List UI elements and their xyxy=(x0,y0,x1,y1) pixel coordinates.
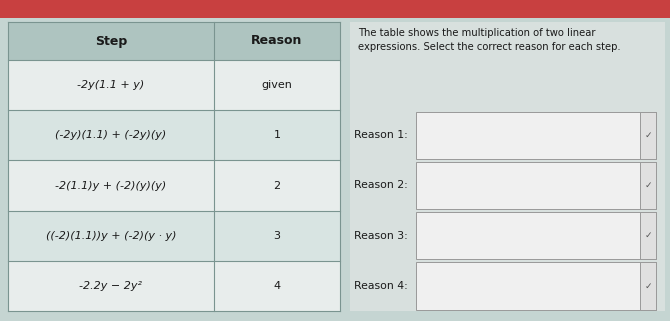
Bar xyxy=(214,60,340,110)
Bar xyxy=(214,160,340,211)
Bar xyxy=(640,112,656,159)
Bar xyxy=(214,110,340,160)
Text: (-2y)(1.1) + (-2y)(y): (-2y)(1.1) + (-2y)(y) xyxy=(56,130,167,140)
Bar xyxy=(416,262,656,309)
Text: -2(1.1)y + (-2)(y)(y): -2(1.1)y + (-2)(y)(y) xyxy=(56,180,167,190)
Bar xyxy=(416,212,656,259)
Text: Reason 2:: Reason 2: xyxy=(354,180,408,190)
Text: ✓: ✓ xyxy=(645,131,652,140)
Text: 2: 2 xyxy=(273,180,281,190)
Bar xyxy=(640,262,656,309)
Text: Step: Step xyxy=(94,34,127,48)
Bar xyxy=(350,22,665,311)
Text: -2y(1.1 + y): -2y(1.1 + y) xyxy=(77,80,145,90)
Bar xyxy=(640,162,656,209)
Text: given: given xyxy=(261,80,292,90)
Text: Reason: Reason xyxy=(251,34,303,48)
Bar xyxy=(8,211,214,261)
Text: ✓: ✓ xyxy=(645,181,652,190)
Bar xyxy=(8,160,214,211)
Text: ✓: ✓ xyxy=(645,282,652,291)
Bar xyxy=(214,261,340,311)
Text: 4: 4 xyxy=(273,281,281,291)
Text: ((-2)(1.1))y + (-2)(y · y): ((-2)(1.1))y + (-2)(y · y) xyxy=(46,231,176,241)
Bar xyxy=(416,162,656,209)
Bar xyxy=(214,211,340,261)
Bar xyxy=(8,60,214,110)
Text: ✓: ✓ xyxy=(645,231,652,240)
Text: The table shows the multiplication of two linear
expressions. Select the correct: The table shows the multiplication of tw… xyxy=(358,28,620,52)
Text: 1: 1 xyxy=(273,130,281,140)
Bar xyxy=(0,0,670,18)
Bar xyxy=(214,22,340,60)
Bar xyxy=(416,112,656,159)
Bar xyxy=(8,261,214,311)
Text: Reason 3:: Reason 3: xyxy=(354,231,408,241)
Bar xyxy=(8,22,214,60)
Text: Reason 4:: Reason 4: xyxy=(354,281,408,291)
Bar xyxy=(640,212,656,259)
Text: -2.2y − 2y²: -2.2y − 2y² xyxy=(80,281,143,291)
Text: Reason 1:: Reason 1: xyxy=(354,130,408,140)
Text: 3: 3 xyxy=(273,231,281,241)
Bar xyxy=(8,110,214,160)
